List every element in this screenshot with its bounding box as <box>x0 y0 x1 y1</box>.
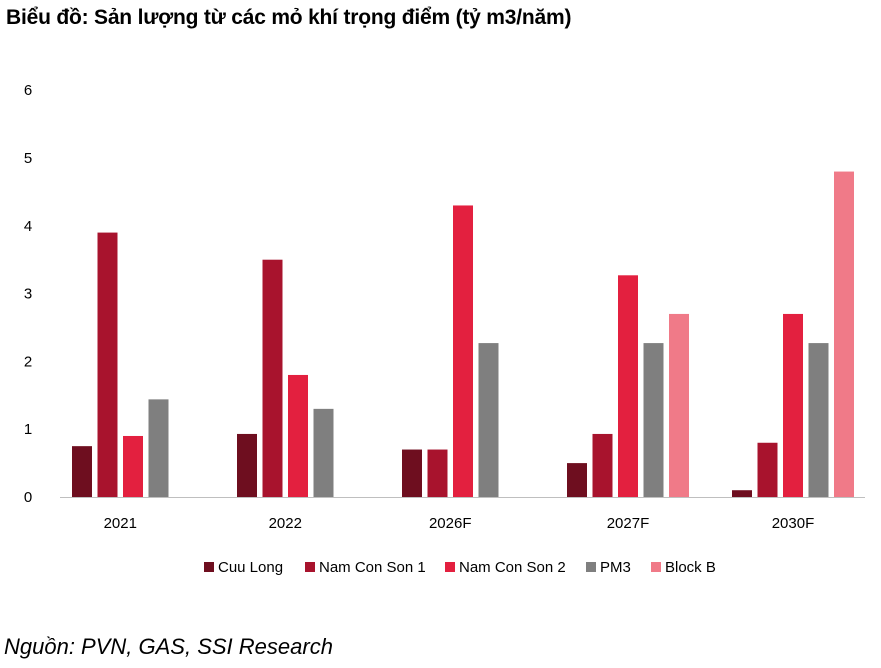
bar <box>427 449 448 497</box>
bar <box>288 374 308 497</box>
bar <box>592 433 613 497</box>
bar <box>478 343 499 497</box>
bar <box>618 275 638 497</box>
legend-label: Cuu Long <box>218 559 283 576</box>
legend-swatch <box>445 562 455 572</box>
x-axis-ticks: 2021 2022 2026F 2027F 2030F <box>104 515 815 532</box>
bar <box>123 435 143 497</box>
legend-label: PM3 <box>600 559 631 576</box>
x-tick-label: 2021 <box>104 515 137 532</box>
bars-group <box>72 171 854 497</box>
bar <box>567 463 587 497</box>
y-tick-label: 4 <box>24 218 32 235</box>
legend-label: Nam Con Son 1 <box>319 559 426 576</box>
y-tick-label: 3 <box>24 286 32 303</box>
bar <box>402 449 422 497</box>
bar-chart: 0 1 2 3 4 5 6 2021 2022 2026F 2027F 2030F Cuu Long… <box>24 82 865 576</box>
legend-swatch <box>204 562 214 572</box>
legend: Cuu Long Nam Con Son 1 Nam Con Son 2 PM3 Blo… <box>204 559 716 576</box>
legend-label: Block B <box>665 559 716 576</box>
bar <box>453 205 473 497</box>
bar <box>834 171 854 497</box>
legend-swatch <box>305 562 315 572</box>
bar <box>808 343 829 497</box>
y-tick-label: 0 <box>24 489 32 506</box>
y-tick-label: 6 <box>24 82 32 99</box>
y-tick-label: 5 <box>24 150 32 167</box>
bar <box>148 399 169 497</box>
y-axis-ticks: 0 1 2 3 4 5 6 <box>24 82 32 506</box>
y-tick-label: 1 <box>24 421 32 438</box>
bar <box>783 313 803 497</box>
x-tick-label: 2030F <box>772 515 815 532</box>
bar <box>237 433 257 497</box>
legend-swatch <box>651 562 661 572</box>
x-tick-label: 2022 <box>269 515 302 532</box>
bar <box>669 313 689 497</box>
y-tick-label: 2 <box>24 353 32 370</box>
x-tick-label: 2026F <box>429 515 472 532</box>
bar <box>72 446 92 497</box>
chart-title: Biểu đồ: Sản lượng từ các mỏ khí trọng đ… <box>6 6 572 29</box>
bar <box>732 490 752 497</box>
source-note: Nguồn: PVN, GAS, SSI Research <box>4 634 333 659</box>
legend-swatch <box>586 562 596 572</box>
legend-label: Nam Con Son 2 <box>459 559 566 576</box>
bar <box>643 343 664 497</box>
bar <box>313 408 334 497</box>
bar <box>262 259 283 497</box>
bar <box>97 232 118 497</box>
x-tick-label: 2027F <box>607 515 650 532</box>
bar <box>757 442 778 497</box>
